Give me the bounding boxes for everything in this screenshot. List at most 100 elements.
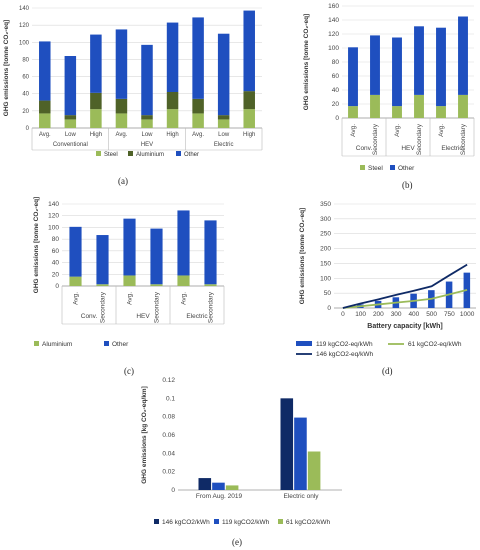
bar-other [69,226,82,277]
legend-swatch [360,165,365,170]
legend-swatch [154,519,159,524]
chart-d: GHG emissions [tonne CO₂-eq] 0 50 100 150 200… [296,198,480,368]
y-tick-label: 40 [22,92,29,98]
group-label: Electric [441,145,463,152]
y-tick-label: 350 [320,201,331,208]
bar-steel [90,109,102,128]
y-tick-label: 80 [332,59,340,66]
x-tick-label: 0 [341,311,345,318]
group-label: HEV [141,142,153,148]
line-61-kgco2-eq-kwh [342,289,468,309]
bar-steel [458,94,468,118]
bar-aluminium [177,275,190,286]
chart-a: GHG emissions [tonne CO₂-eq] 0 20 40 60 80 100… [0,0,268,168]
y-tick-label: 0.02 [162,469,175,476]
legend-swatch [128,151,133,156]
chart-d-svg: GHG emissions [tonne CO₂-eq] 0 50 100 150 200… [296,201,476,358]
y-tick-label: 0.06 [162,432,175,439]
x-tick-label: High [243,132,255,138]
bar-other [123,218,136,276]
bar-other [370,35,380,95]
group-label: Conv. [81,313,98,320]
legend-swatch [104,341,109,346]
y-tick-label: 120 [19,23,30,29]
y-tick-label: 0.1 [166,395,175,402]
y-tick-label: 0 [26,126,30,132]
y-axis-label: GHG emissions [kg CO₂-eq/km] [141,386,148,484]
x-tick-label: Avg. [127,292,134,305]
x-tick-label: 500 [426,311,437,318]
x-tick-label: High [166,132,178,138]
bar-other [64,56,77,116]
y-tick-label: 200 [320,246,331,253]
bar-steel [217,119,230,128]
bar-aluminium [204,284,217,286]
y-tick-label: 0.04 [162,450,175,457]
y-tick-label: 0 [171,487,175,494]
x-tick-label: 200 [373,311,384,318]
bar-aluminium [217,115,230,120]
bar-steel [414,94,424,118]
bar-other [458,16,468,95]
legend-label: Steel [104,152,118,158]
bar-61-kgco2-kwh [307,451,321,490]
legend-label: Other [112,341,129,348]
bar-steel [348,106,358,118]
bar-other [39,41,51,101]
x-tick-label: 300 [391,311,402,318]
bar-steel [243,109,255,128]
x-tick-label: Secondary [100,291,107,323]
legend-label: Aluminium [42,341,72,348]
y-tick-label: 100 [48,224,59,231]
y-axis-label: GHG emissions [tonne CO₂-eq] [33,197,40,293]
chart-e: GHG emissions [kg CO₂-eq/km] 0 0.02 0.04 0.0… [138,374,348,534]
x-tick-label: 100 [355,311,366,318]
bar-other [192,17,204,99]
legend-label: Aluminium [136,152,164,158]
bar-aluminium [90,92,102,110]
bar-steel [141,119,153,128]
bar-other [150,228,163,285]
group-label: Electric [186,313,208,320]
bar-other [96,235,109,285]
bar-aluminium [150,284,163,286]
y-tick-label: 0.12 [162,377,175,384]
legend-swatch [278,519,283,524]
bar-aluminium [166,92,179,110]
y-tick-label: 160 [328,3,339,10]
bar-aluminium [243,91,255,110]
y-axis-label: GHG emissions [tonne CO₂-eq] [299,208,306,304]
y-tick-label: 100 [328,45,339,52]
group-label: HEV [401,145,415,152]
y-tick-label: 60 [22,75,29,81]
y-tick-label: 120 [328,31,339,38]
chart-b-svg: GHG emissions [tonne CO₂-eq] 0 20 40 60 80 100… [303,3,475,172]
legend-label: Other [398,165,415,172]
x-tick-label: Avg. [39,132,51,138]
bar-steel [166,109,179,128]
legend-label: 61 kgCO2/kWh [286,519,330,526]
legend-label: 119 kgCO2/kWh [222,519,270,526]
bar-aluminium [115,98,128,114]
y-tick-label: 100 [320,275,331,282]
x-tick-label: Secondary [416,123,423,155]
bar-other [243,10,255,92]
bar-other [414,26,424,95]
y-axis-label: GHG emissions [tonne CO₂-eq] [3,20,10,116]
bar-other [166,22,179,93]
x-tick-label: Low [141,132,153,138]
x-tick-label: Avg. [394,124,401,137]
legend-swatch [390,165,395,170]
panel-label-a: (a) [118,176,128,186]
x-tick-label: High [90,132,102,138]
legend-swatch [176,151,181,156]
group-label: Conv. [356,145,373,152]
panel-label-e: (e) [232,537,242,547]
x-tick-label: From Aug. 2019 [196,493,243,500]
bar-61-kgco2-kwh [225,485,239,490]
bar-146-kgco2-kwh [280,398,294,490]
bar-146-kgco2-kwh [198,478,212,490]
bar-aluminium [192,98,204,114]
y-tick-label: 80 [22,57,29,63]
bar-other [392,37,402,107]
